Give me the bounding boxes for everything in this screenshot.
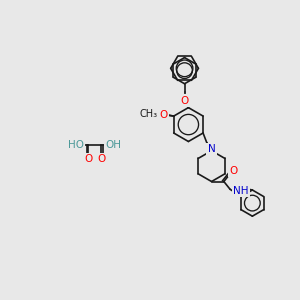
Text: O: O xyxy=(160,110,168,120)
Text: O: O xyxy=(180,96,189,106)
Text: O: O xyxy=(97,154,106,164)
Text: O: O xyxy=(84,154,92,164)
Text: NH: NH xyxy=(233,186,249,196)
Text: O: O xyxy=(152,109,160,119)
Text: N: N xyxy=(208,146,215,156)
Text: N: N xyxy=(208,144,215,154)
Text: O: O xyxy=(229,166,237,176)
Text: CH₃: CH₃ xyxy=(139,109,158,119)
Text: OH: OH xyxy=(106,140,122,150)
Text: HO: HO xyxy=(68,140,84,150)
